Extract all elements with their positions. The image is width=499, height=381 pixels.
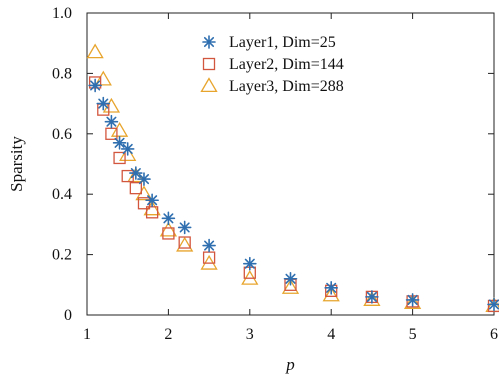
data-series	[86, 43, 499, 313]
x-tick-label: 1	[83, 326, 91, 343]
legend-marker-square	[202, 57, 216, 71]
x-axis-label: p	[285, 355, 295, 374]
x-tick-label: 6	[490, 326, 498, 343]
y-tick-label: 0.2	[52, 247, 72, 264]
legend-marker-asterisk	[202, 35, 216, 49]
legend: Layer1, Dim=25 Layer2, Dim=144 Layer3, Dim…	[200, 34, 344, 95]
data-point-triangle	[403, 294, 422, 309]
data-point-triangle	[86, 43, 104, 59]
data-point-triangle	[94, 70, 112, 86]
legend-entry-label: Layer2, Dim=144	[229, 56, 344, 73]
data-point-asterisk	[365, 290, 379, 304]
x-tick-label: 4	[327, 326, 335, 343]
legend-entry-label: Layer1, Dim=25	[229, 34, 336, 51]
legend-entry-label: Layer3, Dim=288	[229, 78, 344, 95]
data-point-asterisk	[324, 281, 339, 295]
legend-marker-triangle	[200, 77, 218, 93]
data-point-asterisk	[96, 96, 111, 111]
y-tick-label: 0.4	[52, 186, 72, 203]
data-point-asterisk	[487, 297, 499, 312]
data-point-asterisk	[129, 166, 143, 180]
data-point-triangle	[281, 279, 300, 294]
y-tick-label: 1.0	[52, 5, 72, 22]
data-point-triangle	[102, 97, 121, 113]
data-point-square	[162, 227, 175, 240]
y-tick-label: 0	[64, 307, 72, 324]
data-point-triangle	[176, 236, 194, 252]
data-point-square	[178, 236, 191, 249]
data-point-square	[202, 251, 216, 264]
series-1	[88, 78, 499, 312]
y-axis-label: Sparsity	[7, 136, 26, 192]
data-point-asterisk	[161, 211, 176, 226]
x-axis-ticks: 1 2 3 4 5 6	[83, 13, 498, 343]
data-point-asterisk	[145, 193, 159, 208]
series-2	[88, 76, 499, 313]
data-point-asterisk	[243, 256, 257, 271]
y-axis-ticks: 0 0.2 0.4 0.6 0.8 1.0	[52, 5, 494, 324]
y-tick-label: 0.8	[52, 65, 72, 82]
y-tick-label: 0.6	[52, 126, 72, 143]
x-tick-label: 3	[246, 326, 254, 343]
data-point-square	[113, 151, 126, 165]
data-point-triangle	[322, 286, 340, 302]
data-point-triangle	[159, 221, 178, 237]
data-point-asterisk	[120, 142, 135, 156]
x-tick-label: 5	[409, 326, 417, 343]
data-point-triangle	[119, 146, 137, 161]
data-point-triangle	[363, 291, 381, 306]
data-point-square	[129, 182, 142, 195]
plot-frame	[86, 12, 495, 316]
data-point-asterisk	[283, 271, 298, 286]
data-point-asterisk	[405, 293, 420, 307]
data-point-asterisk	[177, 220, 192, 235]
data-point-asterisk	[88, 78, 102, 93]
x-tick-label: 2	[164, 326, 172, 343]
data-point-asterisk	[137, 172, 151, 186]
data-point-asterisk	[112, 136, 127, 150]
data-point-asterisk	[104, 114, 119, 129]
data-point-asterisk	[202, 238, 216, 253]
